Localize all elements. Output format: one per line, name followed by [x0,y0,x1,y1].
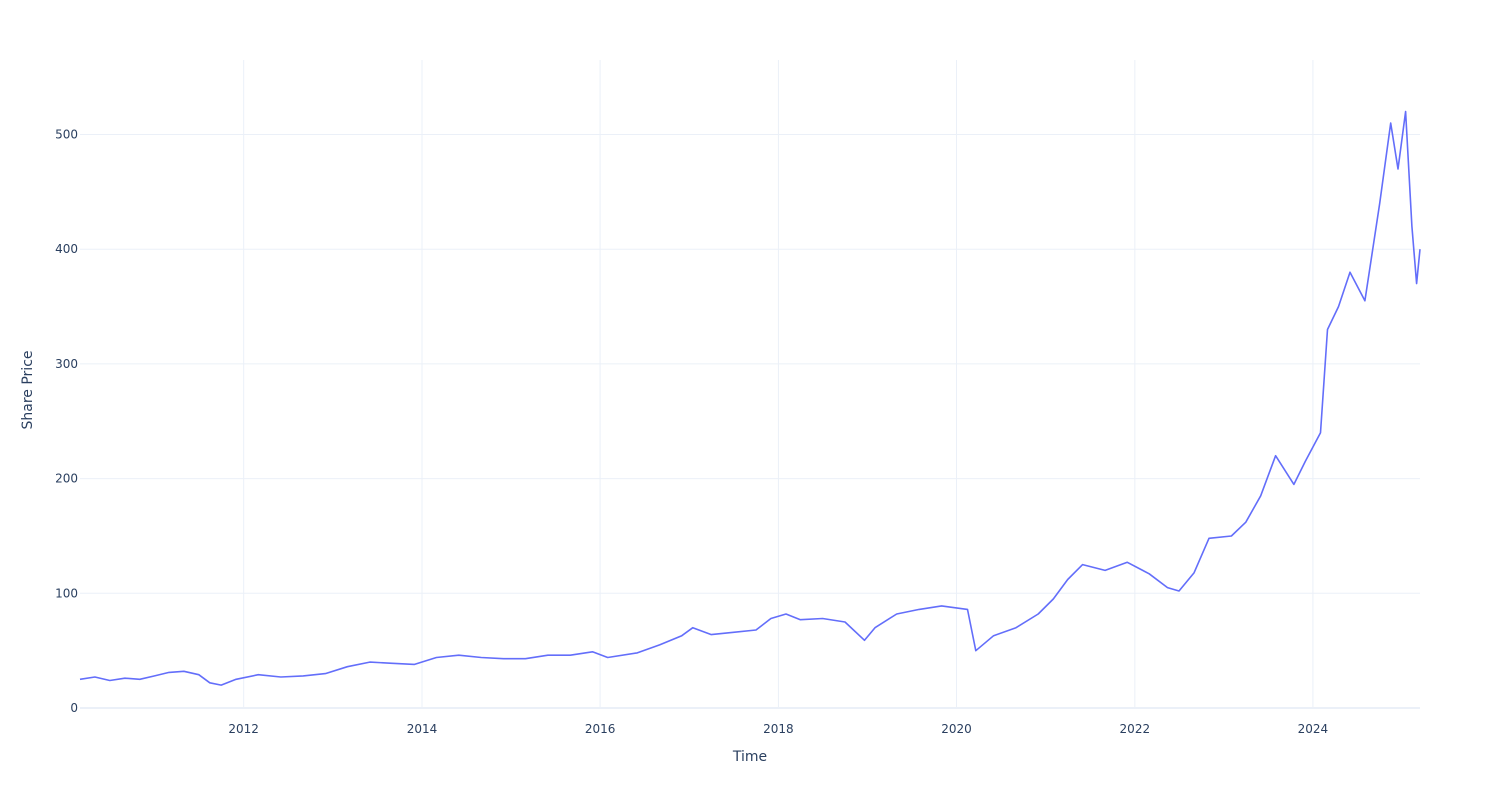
x-tick-label: 2024 [1298,722,1329,736]
y-tick-label: 300 [55,357,78,371]
y-tick-label: 400 [55,242,78,256]
x-tick-label: 2020 [941,722,972,736]
y-tick-label: 200 [55,472,78,486]
x-axis-title: Time [732,749,767,765]
x-tick-label: 2016 [585,722,616,736]
y-axis-title: Share Price [20,350,36,429]
x-tick-label: 2022 [1120,722,1151,736]
series-layer [79,110,1421,686]
y-tick-label: 500 [55,128,78,142]
share-price-line [79,110,1421,686]
y-tick-label: 100 [55,586,78,600]
x-tick-label: 2014 [407,722,438,736]
tick-layer: 2012 2014 2016 2018 2020 2022 2024 0 100 200 300 40… [55,128,1328,736]
x-tick-label: 2012 [228,722,259,736]
y-tick-label: 0 [70,701,78,715]
x-tick-label: 2018 [763,722,794,736]
grid-layer [80,60,1420,709]
